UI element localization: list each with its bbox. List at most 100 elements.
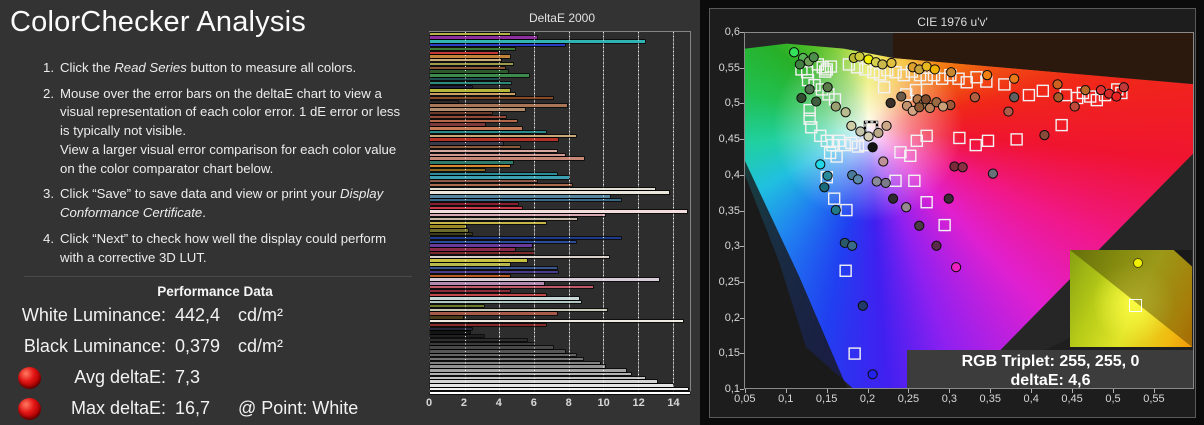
measured-point[interactable]: [969, 92, 981, 103]
measured-point[interactable]: [901, 202, 912, 213]
deltae-bar[interactable]: [430, 274, 510, 277]
deltae-bar[interactable]: [430, 187, 656, 191]
deltae-bar[interactable]: [430, 365, 606, 368]
cie-plot-area[interactable]: RGB Triplet: 255, 255, 0 deltaE: 4,6: [744, 32, 1194, 389]
measured-point[interactable]: [878, 156, 889, 167]
deltae-bar[interactable]: [430, 384, 673, 387]
measured-point[interactable]: [867, 142, 878, 153]
deltae-bar[interactable]: [430, 304, 484, 308]
deltae-plot-area[interactable]: [429, 31, 691, 395]
deltae-bar[interactable]: [430, 134, 576, 138]
deltae-bar[interactable]: [430, 70, 508, 73]
deltae-bar[interactable]: [430, 206, 522, 209]
deltae-bar[interactable]: [430, 263, 510, 266]
deltae-bar[interactable]: [430, 168, 486, 172]
deltae-bar[interactable]: [430, 43, 566, 47]
deltae-bar[interactable]: [430, 229, 469, 232]
measured-point[interactable]: [1080, 85, 1091, 96]
deltae-bar[interactable]: [430, 112, 493, 115]
measured-point[interactable]: [896, 91, 907, 102]
deltae-bar[interactable]: [430, 251, 534, 255]
deltae-bar[interactable]: [430, 380, 658, 383]
measured-point[interactable]: [854, 51, 865, 62]
deltae-bar[interactable]: [430, 40, 645, 43]
measured-point[interactable]: [840, 107, 851, 118]
measured-point[interactable]: [1009, 73, 1020, 84]
deltae-bar[interactable]: [430, 191, 670, 194]
measured-point[interactable]: [1069, 101, 1080, 112]
deltae-bar[interactable]: [430, 74, 529, 77]
measured-point[interactable]: [788, 47, 800, 58]
measured-point[interactable]: [929, 64, 940, 75]
measured-point[interactable]: [924, 102, 936, 114]
deltae-bar[interactable]: [430, 312, 557, 315]
deltae-bar[interactable]: [430, 346, 554, 349]
measured-point[interactable]: [852, 174, 864, 185]
deltae-bar[interactable]: [430, 316, 463, 319]
deltae-bar[interactable]: [430, 210, 687, 213]
deltae-bar[interactable]: [430, 62, 514, 66]
measured-point[interactable]: [931, 240, 942, 251]
deltae-bar[interactable]: [430, 255, 609, 259]
deltae-bar[interactable]: [430, 388, 689, 391]
measured-point[interactable]: [950, 262, 962, 273]
deltae-bar[interactable]: [430, 308, 607, 312]
deltae-bar[interactable]: [430, 51, 498, 54]
measured-point[interactable]: [855, 126, 866, 137]
measured-point[interactable]: [867, 369, 878, 380]
deltae-bar[interactable]: [430, 285, 593, 289]
measured-point[interactable]: [987, 168, 999, 179]
measured-point[interactable]: [808, 52, 819, 63]
deltae-bar[interactable]: [430, 119, 517, 122]
measured-point[interactable]: [1039, 130, 1050, 141]
measured-point[interactable]: [796, 92, 807, 104]
deltae-bar[interactable]: [430, 331, 470, 334]
deltae-bar[interactable]: [430, 81, 512, 85]
measured-point[interactable]: [982, 70, 993, 81]
deltae-bar[interactable]: [430, 180, 538, 183]
measured-point[interactable]: [830, 204, 841, 216]
measured-point[interactable]: [863, 131, 874, 142]
deltae-bar[interactable]: [430, 149, 557, 153]
measured-point[interactable]: [881, 120, 892, 131]
deltae-bar[interactable]: [430, 202, 519, 206]
deltae-bar[interactable]: [430, 240, 576, 243]
deltae-bar[interactable]: [430, 391, 690, 395]
deltae-bar[interactable]: [430, 248, 515, 251]
deltae-bar[interactable]: [430, 161, 514, 164]
deltae-bar[interactable]: [430, 36, 538, 39]
measured-point[interactable]: [877, 59, 888, 70]
measured-point[interactable]: [1003, 106, 1014, 117]
deltae-bar[interactable]: [430, 115, 507, 119]
deltae-bar[interactable]: [430, 361, 600, 364]
deltae-bar[interactable]: [430, 142, 503, 145]
deltae-bar[interactable]: [430, 338, 528, 342]
measured-point[interactable]: [1118, 82, 1129, 93]
deltae-bar[interactable]: [430, 89, 510, 92]
measured-point[interactable]: [880, 177, 891, 189]
deltae-bar[interactable]: [430, 55, 510, 58]
deltae-bar[interactable]: [430, 164, 510, 168]
deltae-bar[interactable]: [430, 350, 566, 353]
deltae-bar[interactable]: [430, 297, 580, 300]
deltae-bar[interactable]: [430, 183, 573, 187]
deltae-bar[interactable]: [430, 217, 578, 221]
measured-point[interactable]: [857, 300, 868, 311]
deltae-bar[interactable]: [430, 236, 621, 240]
deltae-bar[interactable]: [430, 319, 684, 323]
measured-point[interactable]: [885, 97, 896, 109]
deltae-bar[interactable]: [430, 153, 566, 156]
measured-point[interactable]: [794, 59, 805, 70]
measured-point[interactable]: [920, 94, 931, 105]
deltae-bar[interactable]: [430, 278, 659, 281]
deltae-bar[interactable]: [430, 342, 534, 346]
measured-point[interactable]: [937, 101, 949, 112]
deltae-bar[interactable]: [430, 323, 547, 327]
deltae-bar[interactable]: [430, 127, 522, 130]
measured-point[interactable]: [887, 193, 899, 204]
measured-point[interactable]: [914, 102, 925, 113]
deltae-bar[interactable]: [430, 233, 472, 236]
deltae-bar[interactable]: [430, 376, 645, 380]
measured-point[interactable]: [815, 159, 826, 170]
measured-point[interactable]: [946, 67, 957, 78]
